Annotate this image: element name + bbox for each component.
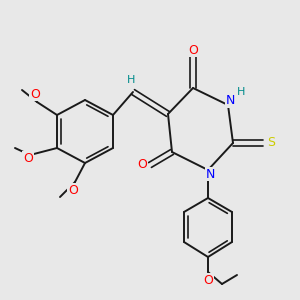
Text: S: S — [267, 136, 275, 149]
Text: O: O — [203, 274, 213, 286]
Text: O: O — [23, 152, 33, 164]
Text: O: O — [30, 88, 40, 100]
Text: H: H — [237, 87, 245, 97]
Text: O: O — [137, 158, 147, 172]
Text: H: H — [127, 75, 135, 85]
Text: O: O — [68, 184, 78, 196]
Text: O: O — [188, 44, 198, 56]
Text: N: N — [225, 94, 235, 107]
Text: N: N — [205, 167, 215, 181]
